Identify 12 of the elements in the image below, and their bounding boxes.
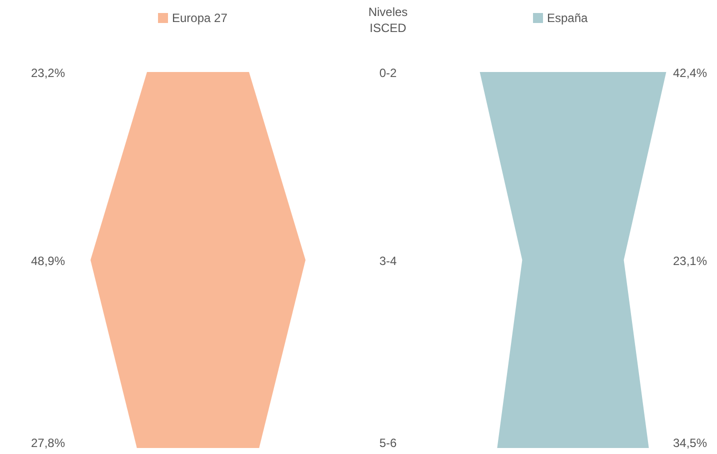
data-label: 48,9%: [30, 254, 66, 268]
data-label: 23,1%: [672, 254, 708, 268]
legend-label: Europa 27: [172, 11, 228, 25]
data-label: 27,8%: [30, 436, 66, 450]
category-label: 5-6: [379, 436, 397, 450]
data-label: 42,4%: [672, 66, 708, 80]
category-label: 3-4: [379, 254, 397, 268]
data-label: 23,2%: [30, 66, 66, 80]
category-label: 0-2: [379, 66, 397, 80]
data-label: 34,5%: [672, 436, 708, 450]
legend-label: España: [547, 11, 588, 25]
text: Niveles ISCED: [368, 5, 408, 35]
